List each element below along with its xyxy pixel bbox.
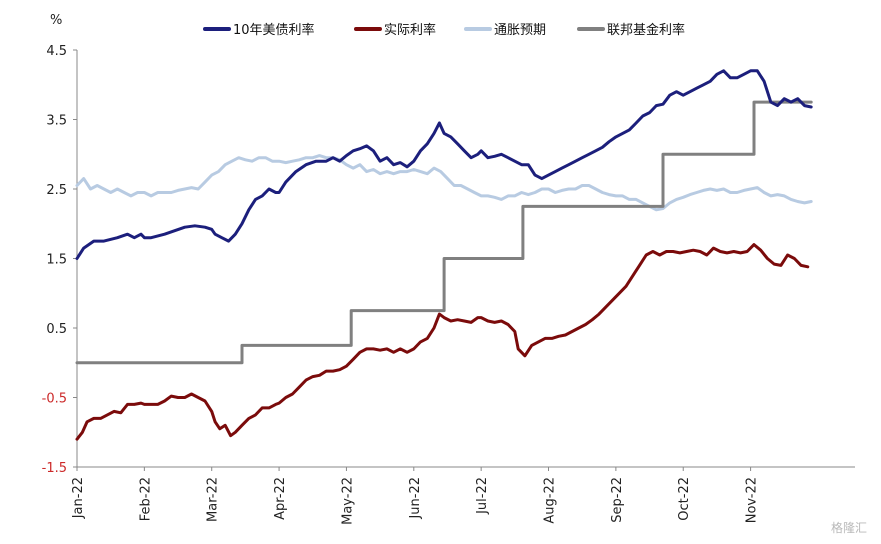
x-tick-label: Oct-22 xyxy=(677,477,692,521)
y-tick-label: 1.5 xyxy=(46,253,67,268)
watermark: 格隆汇 xyxy=(830,521,867,535)
y-tick-label: 0.5 xyxy=(46,322,67,337)
x-tick-label: Jun-22 xyxy=(408,477,423,520)
legend-label: 实际利率 xyxy=(384,22,436,38)
y-tick-label: 4.5 xyxy=(46,44,67,59)
series-layer xyxy=(75,69,813,441)
y-axis-unit-label: % xyxy=(50,13,62,28)
x-tick-label: Nov-22 xyxy=(745,477,760,523)
series-line-3 xyxy=(75,100,813,365)
y-tick-label: -0.5 xyxy=(42,392,67,407)
series-line-1 xyxy=(75,243,810,441)
x-tick-label: Feb-22 xyxy=(138,477,153,521)
y-tick-label: 3.5 xyxy=(46,114,67,129)
y-tick-label: -1.5 xyxy=(42,461,67,476)
legend-label: 10年美债利率 xyxy=(233,22,315,38)
y-tick-label: 2.5 xyxy=(46,183,67,198)
x-tick-label: Jul-22 xyxy=(475,477,490,515)
x-tick-label: Mar-22 xyxy=(206,477,221,522)
x-tick-label: May-22 xyxy=(340,477,355,525)
x-tick-label: Jan-22 xyxy=(71,477,86,519)
series-line-2 xyxy=(75,154,813,212)
legend: 10年美债利率 实际利率 通胀预期 联邦基金利率 xyxy=(203,22,685,38)
x-tick-label: Sep-22 xyxy=(610,477,625,523)
series-line-0 xyxy=(75,69,813,260)
legend-label: 联邦基金利率 xyxy=(607,22,685,38)
x-tick-label: Aug-22 xyxy=(543,477,558,524)
legend-label: 通胀预期 xyxy=(494,23,546,38)
x-tick-label: Apr-22 xyxy=(273,477,288,520)
axes: 4.5 3.5 2.5 1.5 0.5 -0.5 -1.5 Jan-22 Feb-22 Mar-2… xyxy=(42,44,855,525)
